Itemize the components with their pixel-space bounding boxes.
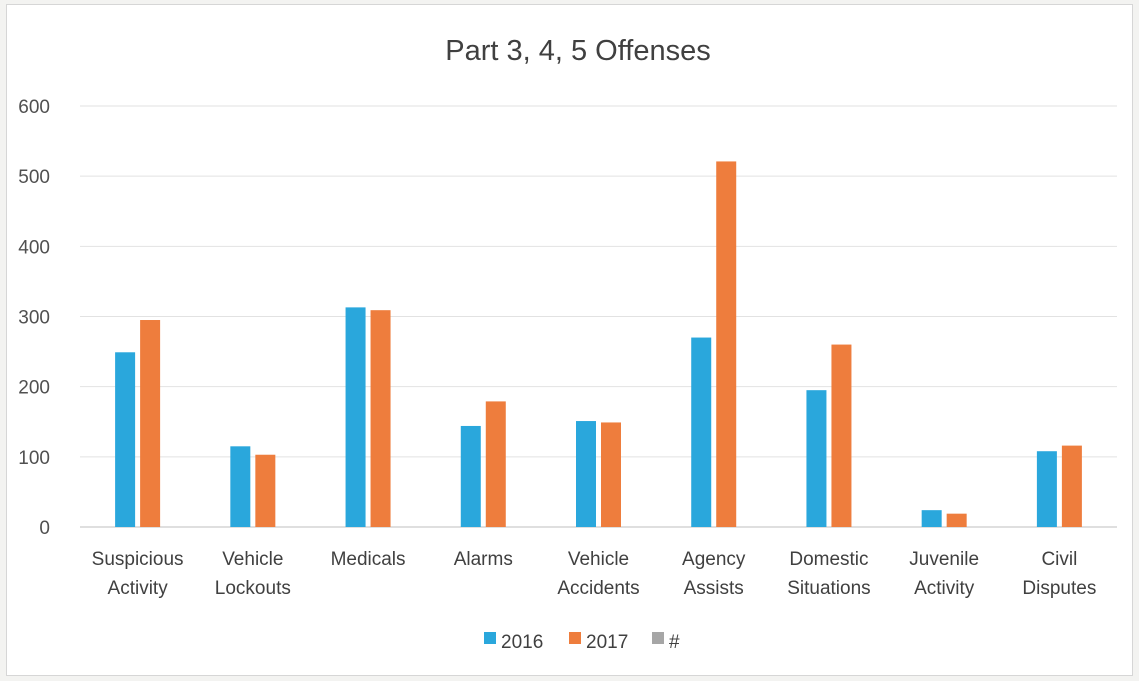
legend: 2016 2017 # [484, 632, 680, 653]
legend-label-1: 2017 [586, 632, 628, 653]
y-tick-label: 0 [39, 518, 50, 539]
y-tick-label: 600 [18, 97, 50, 118]
bar-2016-1 [230, 446, 251, 527]
x-tick-label: Vehicle Accidents [557, 549, 639, 599]
bar-2016-8 [1036, 451, 1057, 527]
legend-swatch-2 [652, 632, 664, 644]
bar-2017-4 [601, 422, 621, 527]
bar-2017-5 [716, 161, 737, 527]
bar-2017-3 [485, 401, 506, 527]
bar-2016-2 [345, 307, 366, 527]
x-tick-label: Domestic Situations [787, 549, 870, 599]
x-tick-label: Juvenile Activity [909, 549, 979, 599]
y-tick-label: 500 [18, 167, 50, 188]
x-tick-label: Medicals [331, 549, 406, 570]
y-tick-label: 400 [18, 237, 50, 258]
x-tick-label: Suspicious Activity [92, 549, 184, 599]
bars [115, 161, 1082, 527]
chart-frame [6, 4, 1133, 676]
bar-2016-5 [691, 337, 712, 527]
x-tick-label: Alarms [454, 549, 513, 570]
y-axis: 0 100 200 300 400 500 600 [18, 97, 50, 539]
bar-2017-6 [831, 344, 852, 527]
gridlines [80, 105, 1117, 528]
x-axis: Suspicious Activity Vehicle Lockouts Medical… [92, 549, 1097, 599]
bar-2017-7 [946, 513, 967, 527]
legend-label-2: # [669, 632, 680, 653]
bar-2016-0 [115, 352, 136, 527]
bar-2017-1 [255, 454, 276, 527]
bar-2016-6 [806, 390, 827, 527]
legend-label-0: 2016 [501, 632, 543, 653]
bar-2016-7 [921, 510, 942, 527]
legend-swatch-1 [569, 632, 581, 644]
bar-2017-2 [370, 310, 391, 527]
x-tick-label: Agency Assists [682, 549, 746, 599]
x-tick-label: Civil Disputes [1022, 549, 1096, 599]
bar-2016-4 [576, 421, 596, 527]
y-tick-label: 200 [18, 378, 50, 399]
bar-2017-8 [1061, 445, 1082, 527]
x-tick-label: Vehicle Lockouts [215, 549, 291, 599]
bar-2017-0 [140, 320, 161, 527]
legend-swatch-0 [484, 632, 496, 644]
y-tick-label: 300 [18, 308, 50, 329]
bar-2016-3 [460, 425, 481, 527]
chart-title: Part 3, 4, 5 Offenses [445, 35, 710, 67]
y-tick-label: 100 [18, 448, 50, 469]
